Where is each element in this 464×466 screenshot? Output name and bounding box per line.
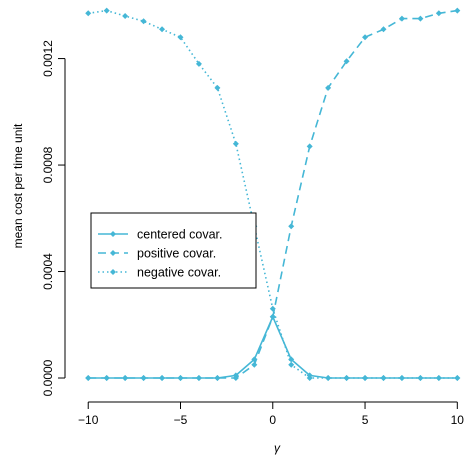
y-tick-label: 0.0008: [41, 146, 55, 183]
data-point: [325, 84, 332, 91]
data-point: [159, 26, 166, 33]
legend-marker: [110, 269, 116, 275]
data-point: [343, 375, 350, 382]
data-point: [140, 18, 147, 25]
y-tick-label: 0.0004: [41, 253, 55, 290]
data-point: [177, 375, 184, 382]
legend: centered covar. positive covar. negative c…: [90, 212, 257, 289]
data-point: [122, 12, 129, 19]
data-point: [288, 223, 295, 230]
data-point: [195, 60, 202, 67]
y-ticks: 0.0000 0.0004 0.0008 0.0012: [41, 40, 65, 396]
data-point: [398, 15, 405, 22]
plot-points: [85, 7, 461, 382]
x-tick-label: −5: [174, 413, 188, 427]
data-point: [306, 143, 313, 150]
data-point: [103, 7, 110, 14]
plot-lines: [88, 9, 458, 379]
x-axis-label: γ: [274, 441, 281, 455]
data-point: [269, 305, 276, 312]
data-point: [85, 375, 92, 382]
legend-box: [90, 212, 257, 289]
data-point: [362, 375, 369, 382]
series-line-2: [88, 9, 458, 379]
data-point: [251, 361, 258, 368]
x-ticks: −10 −5 0 5 10: [78, 402, 464, 427]
x-tick-label: 0: [269, 413, 276, 427]
data-point: [159, 375, 166, 382]
legend-label: negative covar.: [137, 266, 221, 280]
data-point: [417, 375, 424, 382]
data-point: [454, 7, 461, 14]
data-point: [195, 375, 202, 382]
data-point: [214, 84, 221, 91]
data-point: [435, 375, 442, 382]
data-point: [103, 375, 110, 382]
data-point: [325, 375, 332, 382]
legend-marker: [110, 231, 116, 237]
legend-marker: [110, 250, 116, 256]
series-line-1: [88, 314, 458, 379]
data-point: [269, 313, 276, 320]
data-point: [85, 10, 92, 17]
data-point: [398, 375, 405, 382]
data-point: [417, 15, 424, 22]
legend-label: positive covar.: [137, 247, 216, 261]
axes: −10 −5 0 5 10 0.0000 0.0004 0.0008 0.0012: [41, 40, 464, 427]
data-point: [343, 58, 350, 65]
data-point: [306, 375, 313, 382]
data-point: [288, 361, 295, 368]
data-point: [251, 356, 258, 363]
data-point: [232, 375, 239, 382]
x-tick-label: 10: [451, 413, 464, 427]
data-point: [232, 140, 239, 147]
legend-label: centered covar.: [137, 228, 222, 242]
x-tick-label: −10: [78, 413, 99, 427]
data-point: [362, 34, 369, 41]
data-point: [288, 356, 295, 363]
data-point: [140, 375, 147, 382]
data-point: [454, 375, 461, 382]
data-point: [380, 375, 387, 382]
x-tick-label: 5: [362, 413, 369, 427]
series-line-3: [88, 9, 458, 379]
data-point: [177, 34, 184, 41]
y-tick-label: 0.0000: [41, 359, 55, 396]
y-axis-label: mean cost per time unit: [11, 123, 25, 248]
data-point: [435, 10, 442, 17]
data-point: [214, 375, 221, 382]
y-tick-label: 0.0012: [41, 40, 55, 77]
data-point: [380, 26, 387, 33]
data-point: [122, 375, 129, 382]
